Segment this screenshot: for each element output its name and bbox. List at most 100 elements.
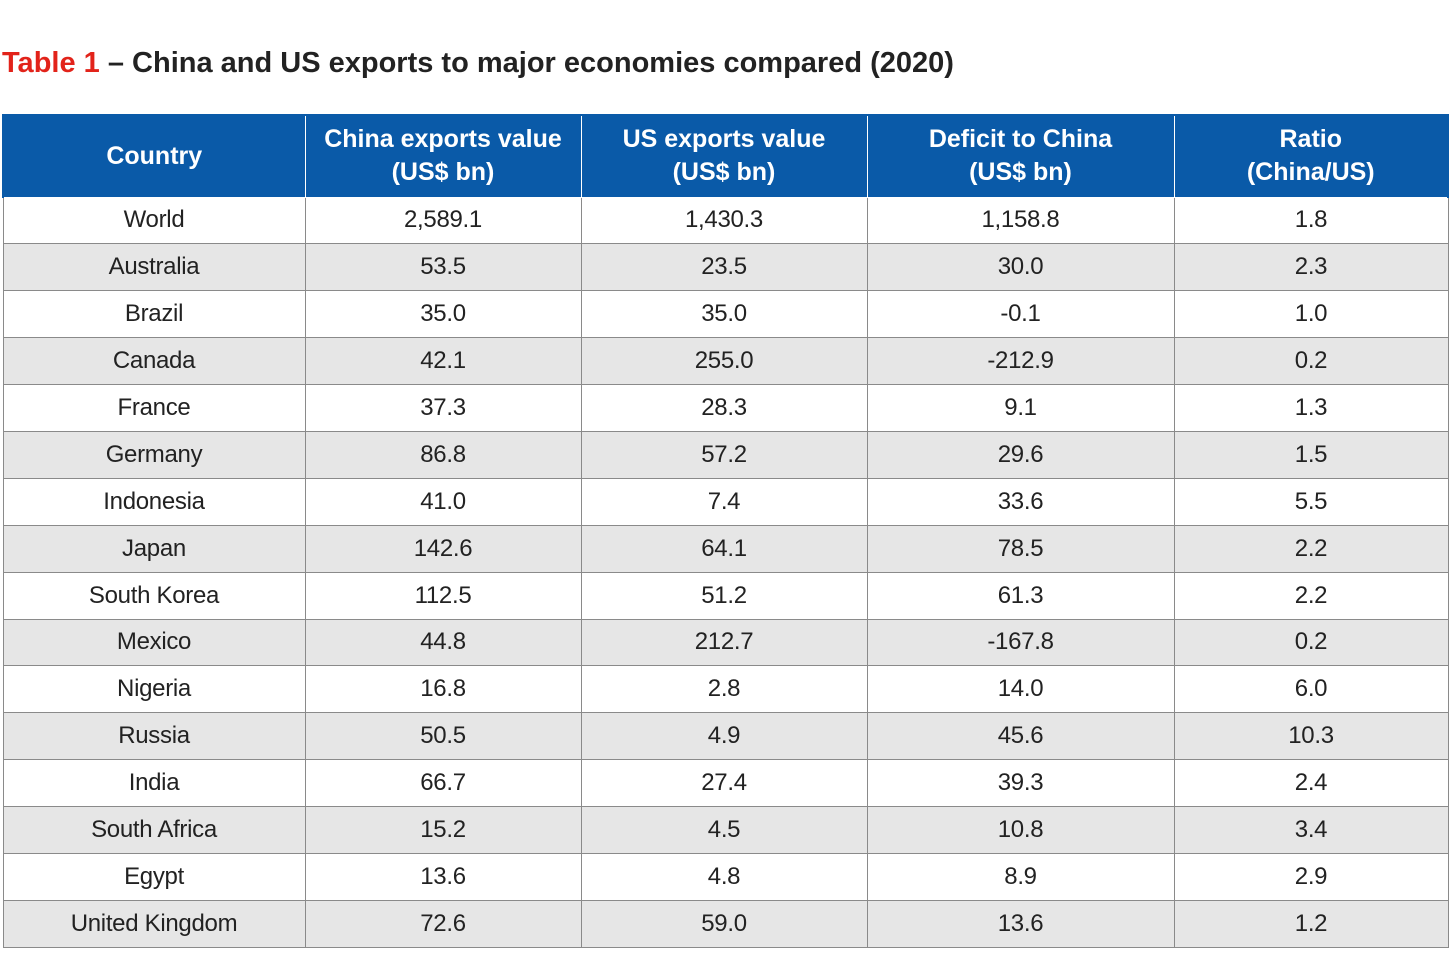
cell-ratio: 2.4 (1173, 759, 1449, 808)
column-header-line: Country (106, 141, 203, 170)
table-row: Mexico 44.8 212.7 -167.8 0.2 (2, 618, 1449, 667)
cell-country: South Korea (2, 571, 306, 620)
column-header-unit: (US$ bn) (969, 158, 1072, 187)
table-row: World 2,589.1 1,430.3 1,158.8 1.8 (2, 196, 1449, 245)
cell-ratio: 10.3 (1173, 712, 1449, 761)
cell-country: Australia (2, 243, 306, 292)
cell-china-exports: 50.5 (304, 712, 582, 761)
cell-deficit: -212.9 (866, 337, 1175, 386)
cell-deficit: -167.8 (866, 618, 1175, 667)
table-title-label: Table 1 (2, 47, 100, 79)
column-header-line: US exports value (622, 125, 826, 154)
table-row: Japan 142.6 64.1 78.5 2.2 (2, 524, 1449, 573)
table-row: South Africa 15.2 4.5 10.8 3.4 (2, 806, 1449, 854)
table-row: India 66.7 27.4 39.3 2.4 (2, 759, 1449, 808)
cell-ratio: 6.0 (1173, 665, 1449, 714)
cell-china-exports: 112.5 (304, 571, 582, 620)
cell-china-exports: 37.3 (304, 384, 582, 432)
cell-china-exports: 42.1 (304, 337, 582, 386)
column-header-line: China exports value (324, 125, 562, 154)
cell-country: Canada (2, 337, 306, 386)
cell-china-exports: 142.6 (304, 524, 582, 573)
cell-us-exports: 7.4 (580, 477, 868, 526)
cell-us-exports: 1,430.3 (580, 196, 868, 245)
cell-country: Brazil (2, 290, 306, 339)
cell-country: Germany (2, 430, 306, 479)
cell-deficit: -0.1 (866, 290, 1175, 339)
cell-us-exports: 23.5 (580, 243, 868, 292)
cell-china-exports: 41.0 (304, 477, 582, 526)
table-title: Table 1 – China and US exports to major … (2, 42, 954, 84)
cell-ratio: 2.3 (1173, 243, 1449, 292)
cell-us-exports: 27.4 (580, 759, 868, 808)
cell-country: World (2, 196, 306, 245)
cell-ratio: 5.5 (1173, 477, 1449, 526)
cell-country: Mexico (2, 618, 306, 667)
table-row: Canada 42.1 255.0 -212.9 0.2 (2, 337, 1449, 386)
table-row: Germany 86.8 57.2 29.6 1.5 (2, 430, 1449, 479)
column-header-line: Deficit to China (928, 125, 1113, 154)
cell-us-exports: 51.2 (580, 571, 868, 620)
cell-deficit: 1,158.8 (866, 196, 1175, 245)
column-header-unit: (US$ bn) (672, 158, 776, 187)
cell-ratio: 1.3 (1173, 384, 1449, 432)
cell-ratio: 1.0 (1173, 290, 1449, 339)
cell-deficit: 10.8 (866, 806, 1175, 854)
cell-china-exports: 72.6 (304, 899, 582, 948)
cell-country: South Africa (2, 806, 306, 854)
table-row: Russia 50.5 4.9 45.6 10.3 (2, 712, 1449, 761)
cell-ratio: 2.2 (1173, 524, 1449, 573)
cell-ratio: 2.9 (1173, 852, 1449, 901)
cell-country: Japan (2, 524, 306, 573)
cell-china-exports: 86.8 (304, 430, 582, 479)
exports-table: Country China exports value (US$ bn) US … (2, 114, 1449, 948)
cell-china-exports: 13.6 (304, 852, 582, 901)
cell-ratio: 0.2 (1173, 337, 1449, 386)
cell-deficit: 78.5 (866, 524, 1175, 573)
cell-country: India (2, 759, 306, 808)
cell-ratio: 2.2 (1173, 571, 1449, 620)
cell-us-exports: 57.2 (580, 430, 868, 479)
column-header-china-exports: China exports value (US$ bn) (304, 114, 582, 198)
cell-deficit: 8.9 (866, 852, 1175, 901)
table-row: Indonesia 41.0 7.4 33.6 5.5 (2, 477, 1449, 526)
cell-us-exports: 4.5 (580, 806, 868, 854)
cell-deficit: 13.6 (866, 899, 1175, 948)
column-header-unit: (US$ bn) (391, 158, 495, 187)
table-row: Egypt 13.6 4.8 8.9 2.9 (2, 852, 1449, 901)
cell-china-exports: 44.8 (304, 618, 582, 667)
cell-ratio: 1.5 (1173, 430, 1449, 479)
column-header-us-exports: US exports value (US$ bn) (580, 114, 868, 198)
cell-deficit: 39.3 (866, 759, 1175, 808)
cell-ratio: 3.4 (1173, 806, 1449, 854)
cell-us-exports: 64.1 (580, 524, 868, 573)
cell-us-exports: 59.0 (580, 899, 868, 948)
cell-us-exports: 4.8 (580, 852, 868, 901)
table-row: Australia 53.5 23.5 30.0 2.3 (2, 243, 1449, 292)
table-row: France 37.3 28.3 9.1 1.3 (2, 384, 1449, 432)
cell-deficit: 29.6 (866, 430, 1175, 479)
column-header-deficit: Deficit to China (US$ bn) (866, 114, 1175, 198)
column-header-line: Ratio (1279, 125, 1343, 154)
cell-country: Egypt (2, 852, 306, 901)
table-body: World 2,589.1 1,430.3 1,158.8 1.8 Australia 53… (2, 196, 1449, 948)
table-row: South Korea 112.5 51.2 61.3 2.2 (2, 571, 1449, 620)
table-title-text: China and US exports to major economies … (132, 47, 954, 79)
cell-country: Indonesia (2, 477, 306, 526)
cell-deficit: 9.1 (866, 384, 1175, 432)
cell-china-exports: 66.7 (304, 759, 582, 808)
cell-us-exports: 255.0 (580, 337, 868, 386)
cell-ratio: 0.2 (1173, 618, 1449, 667)
cell-ratio: 1.2 (1173, 899, 1449, 948)
cell-country: France (2, 384, 306, 432)
cell-china-exports: 16.8 (304, 665, 582, 714)
cell-country: United Kingdom (2, 899, 306, 948)
table-header: Country China exports value (US$ bn) US … (2, 114, 1449, 198)
cell-us-exports: 35.0 (580, 290, 868, 339)
cell-us-exports: 28.3 (580, 384, 868, 432)
table-header-row: Country China exports value (US$ bn) US … (2, 114, 1449, 198)
cell-us-exports: 212.7 (580, 618, 868, 667)
cell-deficit: 14.0 (866, 665, 1175, 714)
cell-us-exports: 4.9 (580, 712, 868, 761)
cell-deficit: 30.0 (866, 243, 1175, 292)
